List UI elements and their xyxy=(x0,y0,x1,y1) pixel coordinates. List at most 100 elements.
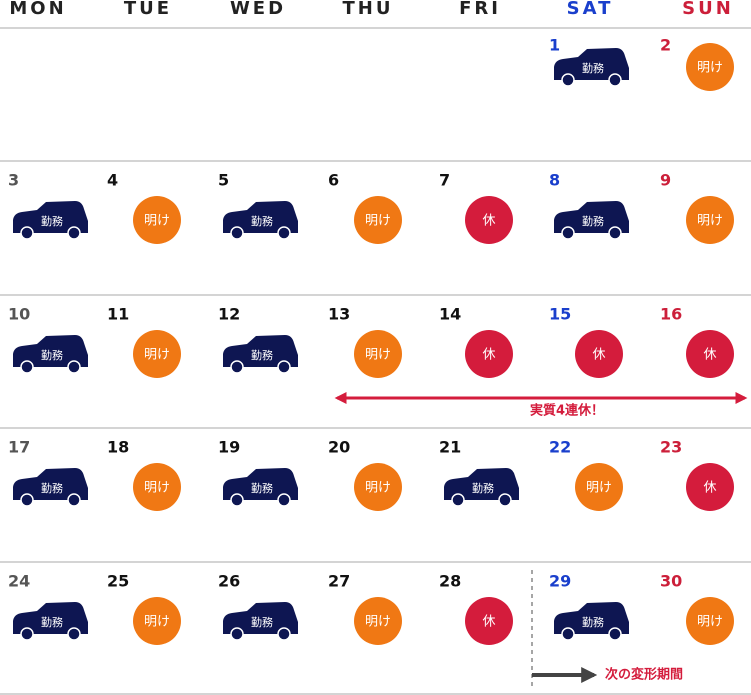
shift-label: 明け xyxy=(144,481,170,496)
shift-car: 勤務 xyxy=(554,602,629,641)
day-number: 11 xyxy=(107,305,129,324)
shift-circle xyxy=(465,330,513,378)
day-number: 16 xyxy=(660,305,682,324)
shift-car: 勤務 xyxy=(444,468,519,507)
shift-label: 休 xyxy=(482,348,495,363)
car-wheel xyxy=(277,360,291,374)
car-body xyxy=(13,201,88,233)
weekday-label: WED xyxy=(230,0,286,19)
day-number: 28 xyxy=(439,572,461,591)
car-wheel xyxy=(20,627,34,641)
shift-label: 勤務 xyxy=(41,348,63,362)
car-body xyxy=(13,602,88,634)
car-body xyxy=(554,201,629,233)
weekday-label: SAT xyxy=(567,0,614,19)
shift-label: 勤務 xyxy=(41,214,63,228)
shift-car: 勤務 xyxy=(13,468,88,507)
shift-circle: 休 xyxy=(686,463,734,511)
car-wheel xyxy=(561,226,575,240)
car-body xyxy=(554,602,629,634)
car-wheel xyxy=(20,226,34,240)
shift-label: 勤務 xyxy=(472,481,494,495)
shift-circle: 明け xyxy=(686,196,734,244)
shift-circle: 明け xyxy=(354,597,402,645)
day-number: 3 xyxy=(8,171,19,190)
shift-label: 勤務 xyxy=(582,214,604,228)
car-wheel xyxy=(20,360,34,374)
shift-label: 勤務 xyxy=(582,615,604,629)
car-wheel xyxy=(67,627,81,641)
car-wheel xyxy=(230,360,244,374)
car-wheel xyxy=(230,627,244,641)
car-wheel xyxy=(67,360,81,374)
shift-circle xyxy=(686,330,734,378)
shift-circle xyxy=(133,196,181,244)
period-note: 次の変形期間 xyxy=(605,667,683,683)
shift-circle xyxy=(686,196,734,244)
car-body xyxy=(223,201,298,233)
day-number: 20 xyxy=(328,438,350,457)
car-wheel xyxy=(498,493,512,507)
car-wheel xyxy=(608,226,622,240)
car-wheel xyxy=(230,226,244,240)
shift-car: 勤務 xyxy=(223,602,298,641)
weekday-label: FRI xyxy=(459,0,501,19)
car-wheel xyxy=(20,493,34,507)
shift-circle: 休 xyxy=(465,330,513,378)
shift-label: 明け xyxy=(365,615,391,630)
shift-label: 明け xyxy=(586,481,612,496)
day-number: 12 xyxy=(218,305,240,324)
shift-circle: 明け xyxy=(354,330,402,378)
car-body xyxy=(554,48,629,80)
shift-circle xyxy=(575,330,623,378)
shift-circle: 休 xyxy=(686,330,734,378)
car-wheel xyxy=(608,73,622,87)
shift-car: 勤務 xyxy=(223,201,298,240)
car-body xyxy=(223,468,298,500)
day-number: 15 xyxy=(549,305,571,324)
car-wheel xyxy=(230,493,244,507)
shift-circle: 休 xyxy=(575,330,623,378)
shift-car: 勤務 xyxy=(13,335,88,374)
shift-label: 明け xyxy=(144,348,170,363)
shift-label: 明け xyxy=(697,615,723,630)
shift-car: 勤務 xyxy=(223,335,298,374)
shift-label: 明け xyxy=(144,214,170,229)
day-number: 13 xyxy=(328,305,350,324)
day-number: 19 xyxy=(218,438,240,457)
shift-car: 勤務 xyxy=(223,468,298,507)
car-body xyxy=(444,468,519,500)
shift-car: 勤務 xyxy=(13,602,88,641)
holiday-note: 実質4連休！ xyxy=(530,403,604,419)
shift-label: 勤務 xyxy=(41,615,63,629)
car-wheel xyxy=(277,226,291,240)
shift-label: 勤務 xyxy=(251,348,273,362)
shift-label: 明け xyxy=(144,615,170,630)
day-number: 5 xyxy=(218,171,229,190)
car-wheel xyxy=(561,73,575,87)
day-number: 7 xyxy=(439,171,450,190)
day-number: 24 xyxy=(8,572,30,591)
day-number: 23 xyxy=(660,438,682,457)
shift-circle xyxy=(133,330,181,378)
car-body xyxy=(13,335,88,367)
shift-circle: 明け xyxy=(133,463,181,511)
shift-circle: 明け xyxy=(686,597,734,645)
shift-circle xyxy=(686,597,734,645)
shift-circle: 明け xyxy=(354,463,402,511)
shift-label: 明け xyxy=(365,214,391,229)
car-body xyxy=(223,335,298,367)
shift-label: 休 xyxy=(703,348,716,363)
shift-label: 明け xyxy=(697,214,723,229)
car-wheel xyxy=(67,493,81,507)
shift-circle xyxy=(465,597,513,645)
day-number: 17 xyxy=(8,438,30,457)
shift-label: 勤務 xyxy=(251,615,273,629)
shift-circle xyxy=(686,43,734,91)
weekday-label: MON xyxy=(9,0,66,19)
day-number: 22 xyxy=(549,438,571,457)
shift-circle xyxy=(686,463,734,511)
shift-label: 明け xyxy=(365,481,391,496)
shift-circle xyxy=(133,597,181,645)
car-wheel xyxy=(67,226,81,240)
